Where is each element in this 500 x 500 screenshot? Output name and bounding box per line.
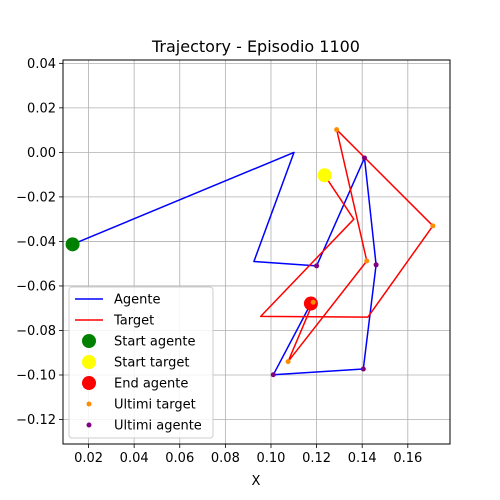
marker-ultimi-agente — [271, 372, 276, 377]
y-tick-label: 0.00 — [27, 146, 56, 161]
marker-ultimi-agente — [314, 263, 319, 268]
legend-label-start-agente: Start agente — [114, 335, 195, 350]
y-tick-label: 0.04 — [27, 57, 56, 72]
marker-start-agente — [66, 237, 80, 251]
x-tick-label: 0.16 — [393, 451, 422, 466]
y-tick-label: 0.02 — [27, 101, 56, 116]
legend-swatch-start-target — [82, 355, 96, 369]
marker-ultimi-agente — [362, 155, 367, 160]
x-tick-label: 0.04 — [120, 451, 149, 466]
legend-label-target: Target — [113, 314, 154, 329]
x-tick-label: 0.08 — [211, 451, 240, 466]
marker-ultimi-target — [430, 223, 435, 228]
marker-ultimi-target — [364, 259, 369, 264]
legend-label-agente: Agente — [114, 293, 160, 308]
y-tick-label: −0.12 — [16, 413, 56, 428]
x-tick-label: 0.14 — [348, 451, 377, 466]
marker-ultimi-target — [334, 127, 339, 132]
marker-end-agente — [304, 297, 318, 311]
legend-label-end-agente: End agente — [114, 377, 188, 392]
x-tick-label: 0.12 — [302, 451, 331, 466]
y-tick-label: −0.06 — [16, 279, 56, 294]
marker-ultimi-agente — [374, 262, 379, 267]
legend-swatch-ultimi-agente — [87, 423, 92, 428]
legend-swatch-end-agente — [82, 376, 96, 390]
marker-ultimi-target — [286, 359, 291, 364]
marker-ultimi-agente — [361, 366, 366, 371]
x-tick-label: 0.02 — [74, 451, 103, 466]
legend-label-ultimi-target: Ultimi target — [114, 398, 196, 413]
legend: Agente Target Start agente Start target End … — [69, 287, 213, 438]
y-tick-label: −0.02 — [16, 190, 56, 205]
x-tick-label: 0.10 — [257, 451, 286, 466]
y-tick-label: −0.04 — [16, 235, 56, 250]
x-axis-label: X — [252, 474, 261, 489]
y-tick-label: −0.08 — [16, 324, 56, 339]
x-tick-label: 0.06 — [165, 451, 194, 466]
y-tick-label: −0.10 — [16, 368, 56, 383]
legend-swatch-start-agente — [82, 334, 96, 348]
legend-swatch-ultimi-target — [87, 402, 92, 407]
legend-label-ultimi-agente: Ultimi agente — [114, 419, 202, 434]
legend-label-start-target: Start target — [114, 356, 189, 371]
marker-start-target — [318, 168, 332, 182]
marker-ultimi-target — [311, 300, 316, 305]
chart-title: Trajectory - Episodio 1100 — [151, 37, 360, 56]
